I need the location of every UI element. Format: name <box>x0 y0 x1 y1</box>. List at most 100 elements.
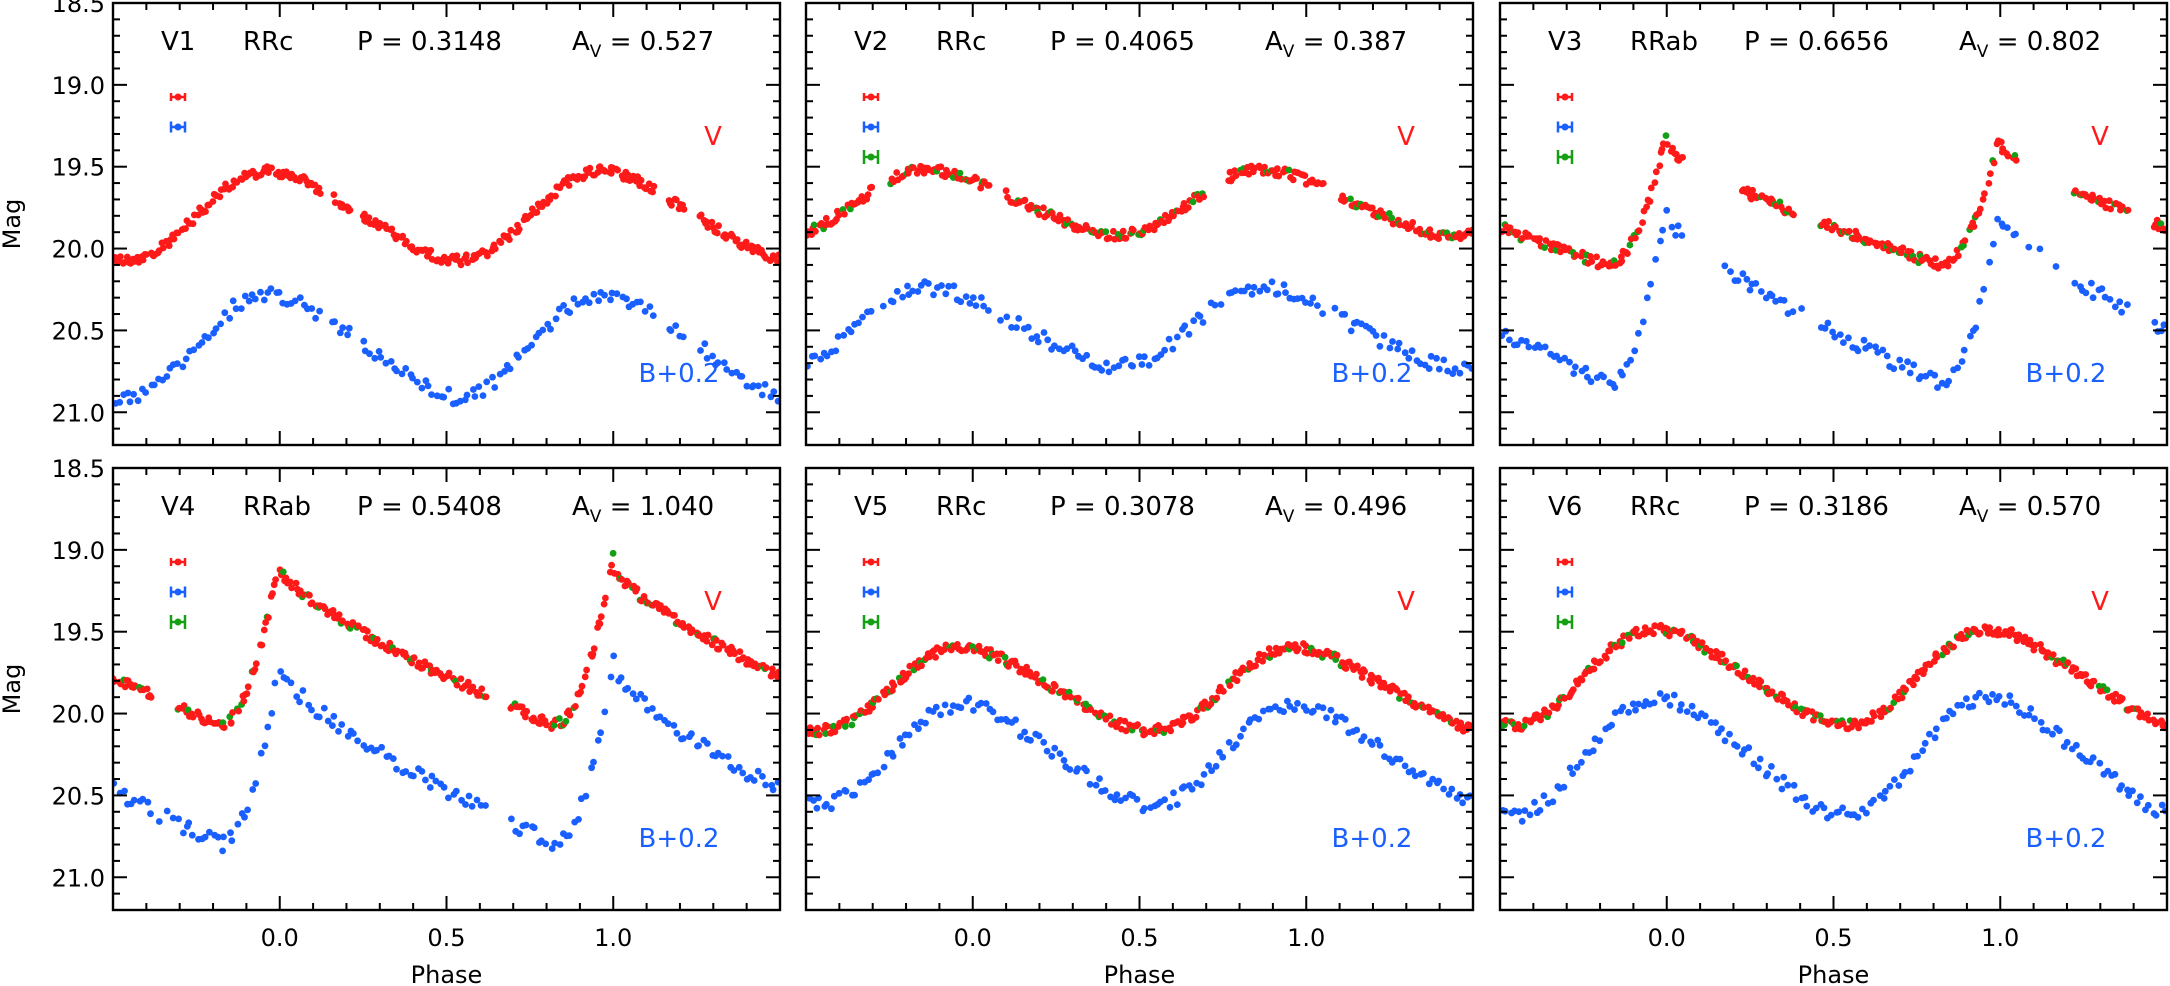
b-point <box>344 331 351 339</box>
v-band-label: V <box>1397 122 1415 152</box>
b-point <box>1307 300 1314 307</box>
v-band-label: V <box>1397 587 1415 617</box>
v-point <box>2144 710 2152 718</box>
b-point <box>851 791 858 799</box>
b-point <box>1096 775 1103 782</box>
b-point <box>832 347 840 355</box>
b-point <box>336 329 344 337</box>
b-point <box>1726 730 1733 738</box>
b-point <box>1872 343 1879 351</box>
v-point <box>932 654 939 661</box>
v-point <box>240 697 248 705</box>
v-point <box>1342 665 1350 672</box>
v-point <box>268 164 275 172</box>
v-point <box>182 225 189 233</box>
b-point <box>1445 791 1453 798</box>
b-point <box>1066 766 1074 773</box>
b-point <box>1972 324 1980 332</box>
b-point <box>595 297 602 305</box>
b-point <box>1250 283 1258 291</box>
v-point <box>1265 645 1273 652</box>
b-point <box>409 374 416 382</box>
v-point <box>1943 648 1951 656</box>
v-point <box>440 253 448 261</box>
b-point <box>1396 755 1404 763</box>
b-point <box>1835 808 1842 816</box>
b-point <box>1789 308 1797 316</box>
v-point <box>1658 145 1666 153</box>
b-point <box>941 701 949 709</box>
v-point <box>1555 701 1562 709</box>
v-point <box>890 682 898 689</box>
b-point <box>2056 727 2063 735</box>
b-point <box>501 368 508 375</box>
v-point <box>1122 727 1130 735</box>
v-point <box>552 192 559 200</box>
b-point <box>1280 708 1287 716</box>
b-point <box>1208 767 1215 775</box>
v-point <box>1588 258 1596 265</box>
b-point <box>1836 331 1844 338</box>
v-point <box>637 176 645 184</box>
v-point <box>484 252 491 260</box>
b-point <box>695 742 702 749</box>
b-point <box>155 818 163 825</box>
v-point <box>354 622 362 630</box>
v-point <box>985 182 993 189</box>
b-point <box>1051 342 1058 350</box>
b-point <box>1263 286 1271 294</box>
b-point <box>930 291 937 299</box>
b-point <box>1173 333 1181 341</box>
b-point <box>649 312 657 319</box>
v-point <box>1785 205 1793 213</box>
v-point <box>1590 665 1598 673</box>
g-point <box>562 717 570 725</box>
b-point <box>413 378 421 386</box>
b-point <box>378 743 385 751</box>
b-point <box>1525 343 1533 351</box>
b-point <box>1839 804 1846 812</box>
v-point <box>600 600 608 608</box>
b-point <box>445 385 453 393</box>
v-point <box>410 654 418 662</box>
b-point <box>969 294 977 301</box>
amplitude-label: AV = 0.802 <box>1959 27 2101 62</box>
v-point <box>1678 627 1686 635</box>
b-point <box>139 795 147 803</box>
v-point <box>2158 717 2165 725</box>
b-point <box>1451 365 1459 372</box>
b-point <box>1674 222 1682 230</box>
b-point <box>2133 799 2141 807</box>
v-point <box>831 728 839 736</box>
g-point <box>2103 686 2111 694</box>
v-point <box>189 220 197 228</box>
v-point <box>235 707 243 715</box>
v-point <box>1275 172 1283 180</box>
b-point <box>1712 719 1719 726</box>
x-tick-label: 0.5 <box>1120 924 1158 952</box>
v-point <box>1785 701 1792 709</box>
b-point <box>565 832 573 839</box>
v-point <box>1669 144 1676 152</box>
v-point <box>453 252 461 260</box>
v-point <box>1023 663 1030 671</box>
b-point <box>1831 333 1839 341</box>
b-point <box>1739 270 1747 278</box>
v-point <box>306 591 313 599</box>
v-point <box>1839 720 1847 728</box>
v-point <box>523 707 531 715</box>
b-point <box>1015 315 1023 322</box>
b-point <box>1778 785 1786 793</box>
b-point <box>1943 714 1950 722</box>
b-point <box>730 767 738 774</box>
b-point <box>330 712 338 720</box>
b-point <box>1040 329 1048 336</box>
b-point <box>475 383 483 390</box>
period-label: P = 0.5408 <box>357 492 502 522</box>
v-point <box>170 235 178 243</box>
b-point <box>673 729 681 737</box>
b-point <box>1934 384 1941 391</box>
b-point <box>1515 808 1523 816</box>
b-point <box>393 367 400 375</box>
b-point <box>2152 812 2160 819</box>
